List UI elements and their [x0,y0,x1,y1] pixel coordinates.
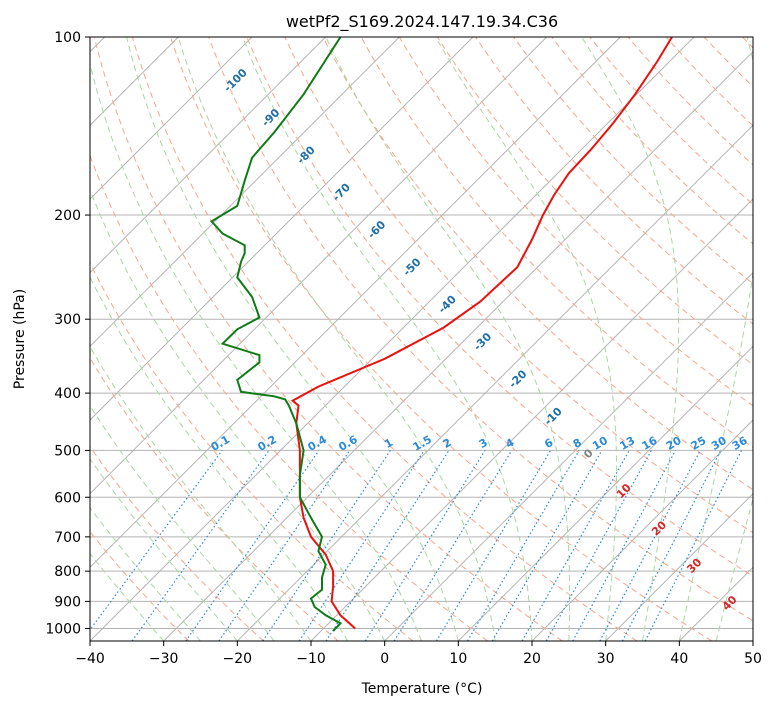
x-tick-label: 30 [597,651,615,667]
dry-adiabat-line [513,37,753,285]
isotherm-line [752,640,753,641]
x-tick-label: −20 [223,651,253,667]
isotherm-line [90,37,474,421]
moist-adiabat-line [177,37,496,641]
moist-adiabat-line [90,188,386,641]
moist-adiabat-line [715,497,753,641]
dry-adiabat-line [246,37,753,577]
background-lines [90,37,753,641]
moist-adiabat-line [90,345,312,641]
y-tick-label: 200 [54,208,81,224]
mixing-ratio-line [572,450,677,641]
y-axis-label: Pressure (hPa) [12,289,28,389]
dry-adiabat-line [322,37,753,491]
x-tick-label: 10 [449,651,467,667]
isotherm-line [90,37,548,495]
x-axis-label: Temperature (°C) [361,681,483,697]
x-tick-label: −40 [75,651,105,667]
chart-title: wetPf2_S169.2024.147.19.34.C36 [286,12,558,32]
mixing-ratio-line [393,450,513,641]
mixing-ratio-line [131,450,270,641]
y-tick-label: 500 [54,443,81,459]
y-axis-ticks: 1000 900 800 700 600 500 400 300 200 100 [45,30,90,637]
mixing-ratio-line [545,450,652,641]
dry-adiabat-line [131,37,638,641]
y-tick-label: 900 [54,594,81,610]
isotherm-line [384,271,753,641]
x-tick-label: −30 [149,651,179,667]
y-tick-label: 600 [54,490,81,506]
mixing-ratio-line [466,450,580,641]
moist-adiabat-line [90,552,165,641]
plot-frame [89,36,754,642]
x-tick-label: 20 [523,651,541,667]
moist-adiabat-line [678,37,753,641]
isotherm-line [90,37,400,348]
moist-adiabat-line [90,458,238,641]
x-tick-label: 40 [670,651,688,667]
x-axis-ticks: −40 −30 −20 −10 0 10 20 30 40 50 [75,641,762,667]
dry-adiabat-line [627,37,753,166]
moist-adiabat-line [581,37,680,641]
mixing-ratio-line [218,450,351,641]
x-tick-label: −10 [296,651,326,667]
moist-adiabat-line [242,37,533,641]
mixing-ratio-line [364,450,486,641]
mixing-ratio-line [435,450,552,641]
isotherm-line [90,37,327,274]
dry-adiabat-line [208,37,753,622]
dewpoint-profile-line [210,37,343,632]
moist-adiabat-line [90,506,201,641]
profile-lines [210,37,673,632]
dry-adiabat-line [93,37,563,641]
temperature-profile-line [290,37,673,630]
isotherm-line [163,50,753,641]
moist-adiabat-line [90,275,349,641]
y-tick-label: 400 [54,386,81,402]
x-tick-label: 0 [380,651,389,667]
isotherm-line [236,124,753,641]
mixing-ratio-line [90,450,223,631]
isotherm-line [457,345,753,641]
mixing-ratio-line [491,450,603,641]
dry-adiabat-line [360,37,753,449]
dry-adiabat-line [90,445,264,641]
mixing-ratio-line [185,450,320,641]
isotherm-line [605,492,753,641]
isotherm-line [90,37,621,569]
dry-adiabat-line [90,261,414,641]
y-tick-label: 700 [54,530,81,546]
moist-adiabat-line [90,405,275,641]
y-tick-label: 300 [54,312,81,328]
dry-adiabat-line [398,37,753,407]
mixing-ratio-line [325,450,450,641]
y-tick-label: 800 [54,564,81,580]
y-tick-label: 100 [54,30,81,46]
mixing-ratio-line [521,450,630,641]
dry-adiabat-line [475,37,753,325]
moist-adiabat-line [435,37,618,641]
x-tick-label: 50 [744,651,762,667]
isotherm-line [531,419,753,641]
isotherm-line [90,37,253,200]
y-tick-label: 1000 [45,621,81,637]
moist-adiabat-line [126,37,459,641]
moist-adiabat-line [90,61,422,641]
